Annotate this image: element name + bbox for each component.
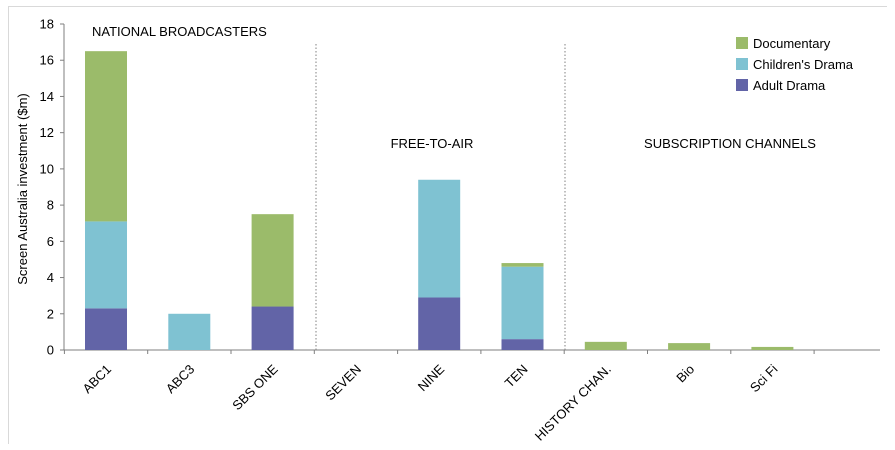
legend-label: Documentary [753,36,831,51]
group-label: FREE-TO-AIR [391,136,474,151]
y-tick-label: 4 [47,270,54,285]
group-label: SUBSCRIPTION CHANNELS [644,136,816,151]
bar-adult-drama-abc1 [85,308,127,350]
y-tick-label: 0 [47,343,54,358]
x-tick-label: NINE [415,361,448,394]
y-tick-label: 10 [40,161,54,176]
y-tick-label: 16 [40,53,54,68]
y-tick-label: 18 [40,17,54,32]
x-tick-label: HISTORY CHAN. [532,362,614,444]
x-tick-label: Bio [673,362,697,386]
y-tick-label: 6 [47,234,54,249]
bar-children-s-drama-ten [501,266,544,340]
bars [85,51,794,350]
bar-documentary-history-chan- [584,341,627,350]
labels: 0 2 4 6 8 10 12 14 16 18 Screen Australia investme… [15,17,816,444]
bar-adult-drama-sbs-one [251,306,294,350]
y-tick-label: 2 [47,306,54,321]
axes [60,23,880,354]
x-tick-label: ABC3 [163,362,198,397]
x-tick-label: Sci Fi [747,361,781,395]
bar-documentary-abc1 [85,51,127,222]
x-tick-label: SEVEN [322,362,364,404]
legend-label: Adult Drama [753,78,826,93]
y-axis-title: Screen Australia investment ($m) [15,93,30,284]
chart-frame [8,6,887,444]
y-tick-label: 12 [40,125,54,140]
y-tick-label: 8 [47,198,54,213]
bar-documentary-sbs-one [251,214,294,307]
x-tick-label: ABC1 [79,362,114,397]
bar-children-s-drama-nine [418,179,461,298]
legend-swatch [736,58,748,70]
bar-adult-drama-ten [501,339,544,350]
bar-children-s-drama-abc3 [168,313,211,350]
x-tick-label: TEN [502,362,531,391]
legend-swatch [736,37,748,49]
legend-swatch [736,79,748,91]
x-tick-label: SBS ONE [229,361,281,413]
bar-children-s-drama-abc1 [85,221,127,309]
group-label: NATIONAL BROADCASTERS [92,24,267,39]
bar-documentary-sci-fi [751,346,794,350]
bar-documentary-ten [501,263,544,267]
legend: Documentary Children's Drama Adult Drama [736,36,854,93]
bar-documentary-bio [668,343,711,350]
legend-label: Children's Drama [753,57,854,72]
bar-adult-drama-nine [418,297,461,350]
y-tick-label: 14 [40,89,54,104]
